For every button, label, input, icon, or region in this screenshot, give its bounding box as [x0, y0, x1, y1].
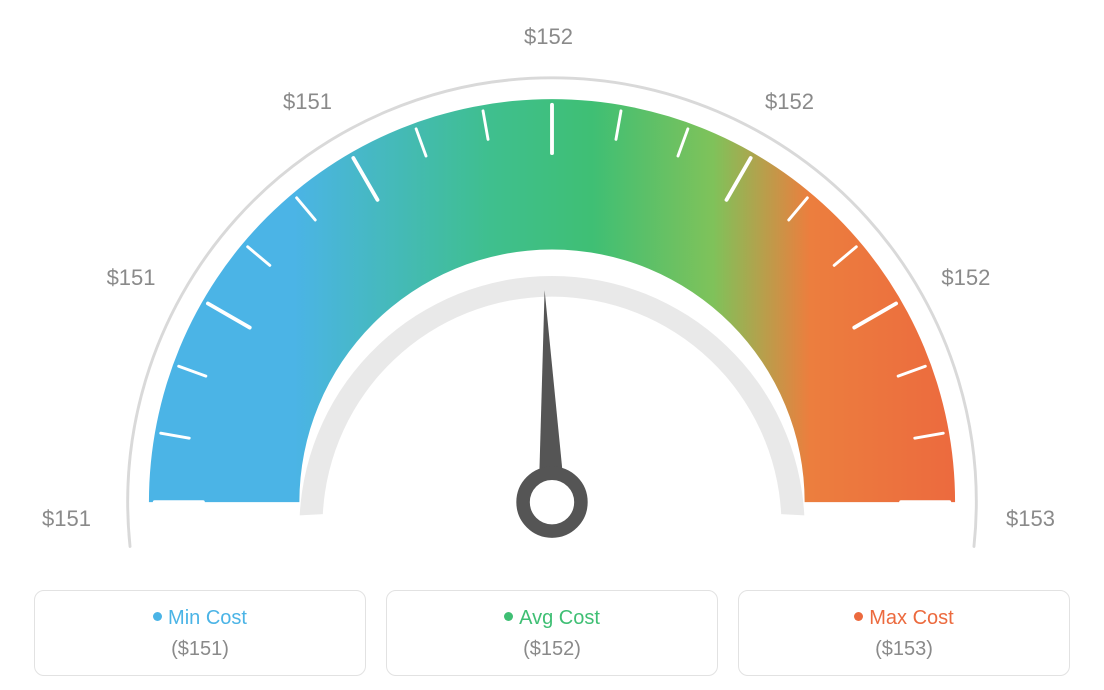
gauge-tick-label: $152: [765, 89, 814, 115]
legend-label: Avg Cost: [519, 607, 600, 629]
legend-row: Min Cost ($151) Avg Cost ($152) Max Cost…: [34, 590, 1070, 676]
gauge-svg: [52, 20, 1052, 560]
gauge-tick-label: $152: [524, 24, 573, 50]
legend-title-avg: Avg Cost: [387, 607, 717, 630]
legend-value-max: ($153): [739, 638, 1069, 661]
legend-card-avg: Avg Cost ($152): [386, 590, 718, 676]
gauge-chart: $151 $151 $151 $152 $152 $152 $153: [0, 0, 1104, 560]
legend-value-avg: ($152): [387, 638, 717, 661]
legend-value-min: ($151): [35, 638, 365, 661]
dot-icon: [854, 612, 863, 621]
gauge-tick-label: $153: [1006, 506, 1055, 532]
legend-label: Min Cost: [168, 607, 247, 629]
gauge-tick-label: $152: [941, 265, 990, 291]
gauge-tick-label: $151: [107, 265, 156, 291]
gauge-tick-label: $151: [42, 506, 91, 532]
legend-label: Max Cost: [869, 607, 953, 629]
gauge-tick-label: $151: [283, 89, 332, 115]
legend-card-min: Min Cost ($151): [34, 590, 366, 676]
dot-icon: [153, 612, 162, 621]
legend-title-min: Min Cost: [35, 607, 365, 630]
dot-icon: [504, 612, 513, 621]
legend-title-max: Max Cost: [739, 607, 1069, 630]
legend-card-max: Max Cost ($153): [738, 590, 1070, 676]
